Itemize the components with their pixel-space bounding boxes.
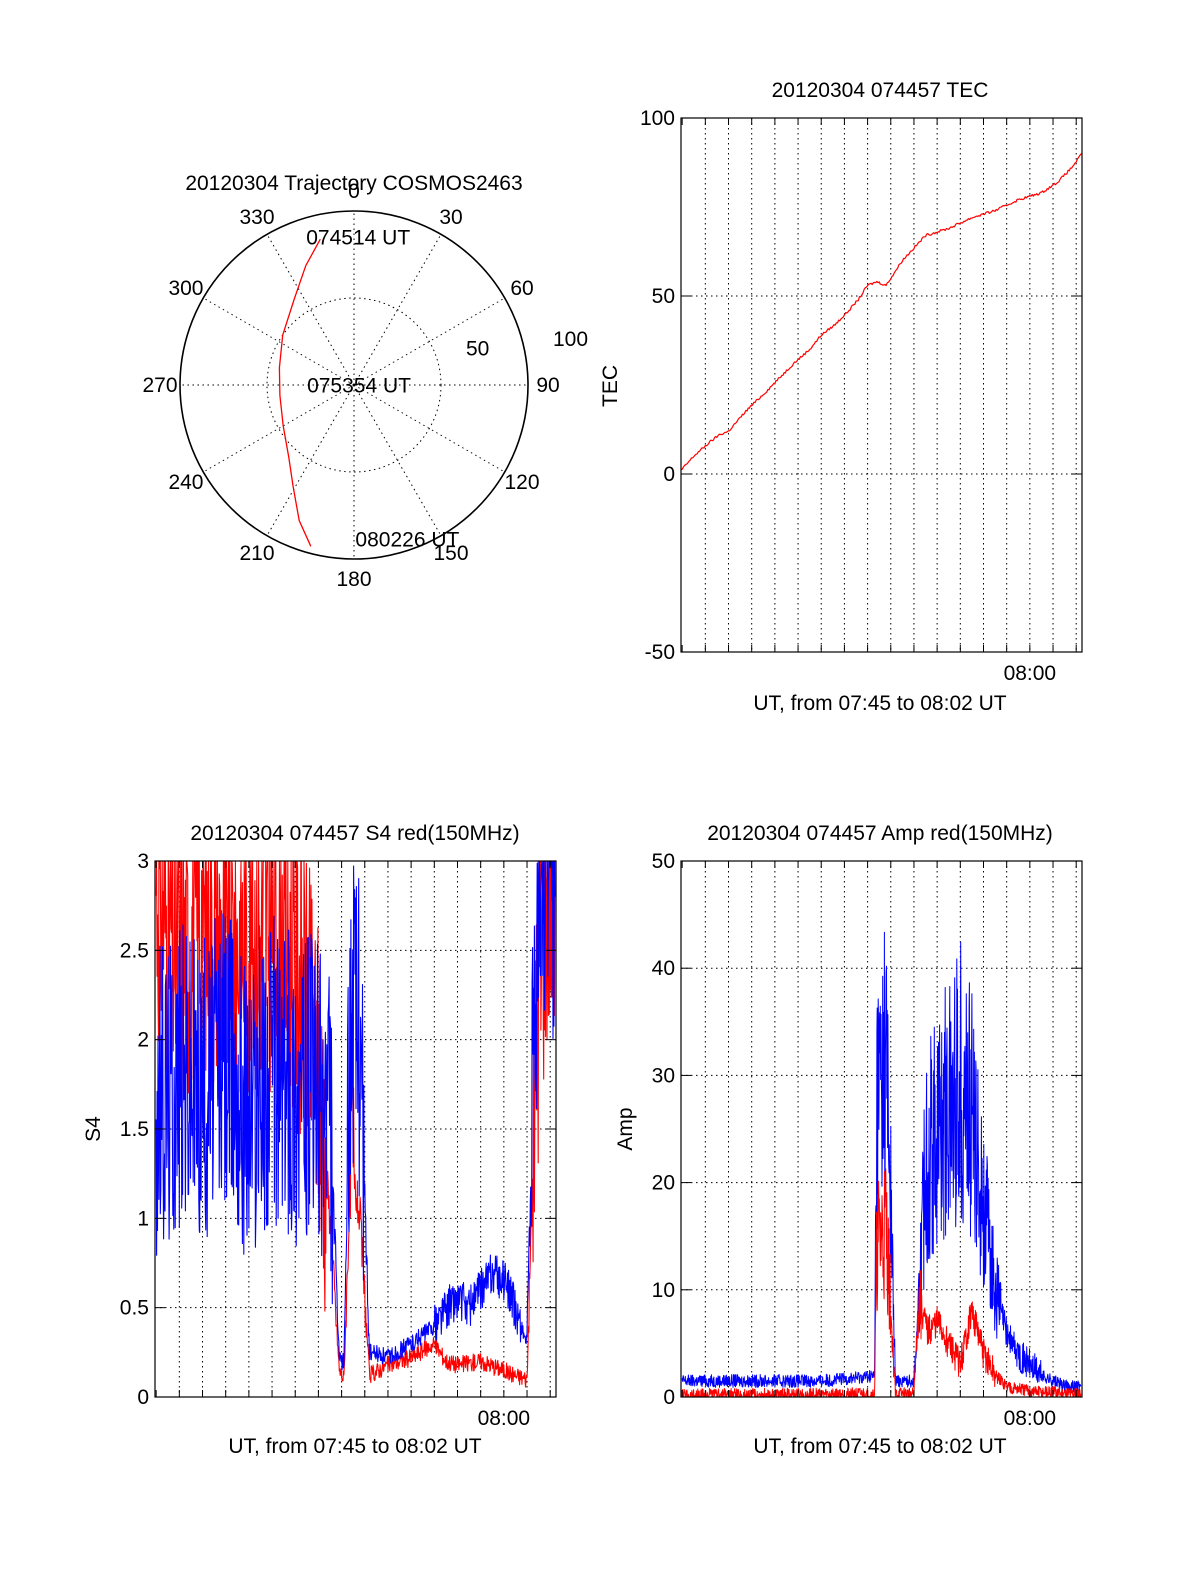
polar-radial-label: 100 bbox=[553, 328, 588, 351]
polar-spoke bbox=[266, 384, 355, 536]
polar-spoke bbox=[353, 234, 442, 386]
polar-outer-circle bbox=[179, 210, 529, 560]
y-tick-label: 30 bbox=[652, 1064, 675, 1087]
s4-ylabel: S4 bbox=[82, 1116, 105, 1142]
y-tick-label: 2.5 bbox=[120, 939, 149, 962]
polar-grid bbox=[179, 210, 529, 560]
polar-azimuth-label: 300 bbox=[168, 277, 203, 300]
polar-spoke bbox=[203, 384, 355, 473]
polar-azimuth-label: 240 bbox=[168, 471, 203, 494]
polar-azimuth-label: 30 bbox=[439, 206, 462, 229]
polar-azimuth-label: 330 bbox=[239, 206, 274, 229]
x-tick-label: 08:00 bbox=[1004, 662, 1057, 685]
tec-plot-area: -50 0 50 100 08:00 bbox=[640, 107, 1083, 685]
s4-xlabel: UT, from 07:45 to 08:02 UT bbox=[228, 1435, 481, 1458]
polar-spoke bbox=[266, 234, 355, 386]
polar-azimuth-label: 180 bbox=[336, 568, 371, 591]
amp-title: 20120304 074457 Amp red(150MHz) bbox=[707, 822, 1053, 845]
polar-azimuth-labels: 0 30 60 90 120 150 180 210 240 270 300 330 bbox=[142, 180, 559, 591]
amp-xlabel: UT, from 07:45 to 08:02 UT bbox=[753, 1435, 1006, 1458]
x-tick-label: 08:00 bbox=[1004, 1407, 1057, 1430]
y-tick-label: 3 bbox=[137, 850, 149, 873]
trajectory-time-label: 075354 UT bbox=[307, 375, 411, 398]
trajectory-polar-plot: 20120304 Trajectory COSMOS2463 0 30 60 90 12… bbox=[142, 172, 588, 591]
trajectory-time-label: 074514 UT bbox=[306, 226, 410, 249]
y-tick-label: 10 bbox=[652, 1279, 675, 1302]
y-tick-label: 0.5 bbox=[120, 1297, 149, 1320]
series-blue bbox=[681, 931, 1082, 1394]
amp-chart: 20120304 074457 Amp red(150MHz) 0 10 20 30 4… bbox=[614, 822, 1083, 1458]
tec-title: 20120304 074457 TEC bbox=[772, 79, 989, 102]
plot-frame bbox=[680, 117, 1083, 653]
tec-xlabel: UT, from 07:45 to 08:02 UT bbox=[753, 692, 1006, 715]
polar-radial-labels: 50 100 bbox=[466, 328, 588, 361]
y-tick-label: 2 bbox=[137, 1029, 149, 1052]
polar-title: 20120304 Trajectory COSMOS2463 bbox=[185, 172, 522, 195]
tec-ylabel: TEC bbox=[599, 365, 622, 407]
plot-frame bbox=[680, 860, 1083, 1398]
x-tick-label: 08:00 bbox=[478, 1407, 531, 1430]
polar-spoke bbox=[203, 297, 355, 386]
polar-trajectory bbox=[278, 238, 321, 547]
polar-azimuth-label: 60 bbox=[510, 277, 533, 300]
s4-title: 20120304 074457 S4 red(150MHz) bbox=[190, 822, 519, 845]
polar-spoke bbox=[353, 384, 505, 473]
y-tick-label: 0 bbox=[663, 463, 675, 486]
s4-chart: 20120304 074457 S4 red(150MHz) 0 0.5 1 1.5 2… bbox=[82, 822, 557, 1458]
polar-azimuth-label: 90 bbox=[536, 374, 559, 397]
amp-ylabel: Amp bbox=[614, 1107, 637, 1150]
series-TEC bbox=[680, 153, 1083, 471]
series-red bbox=[681, 1168, 1082, 1398]
y-tick-label: 40 bbox=[652, 957, 675, 980]
polar-azimuth-label: 150 bbox=[433, 542, 468, 565]
polar-azimuth-label: 0 bbox=[348, 180, 360, 203]
y-tick-label: 100 bbox=[640, 107, 675, 130]
s4-plot-area: 0 0.5 1 1.5 2 2.5 3 08:00 bbox=[120, 850, 557, 1430]
y-tick-label: 0 bbox=[137, 1386, 149, 1409]
polar-time-labels: 074514 UT 075354 UT 080226 UT bbox=[306, 226, 459, 551]
tec-chart: 20120304 074457 TEC -50 0 50 100 08:00 UT, f… bbox=[599, 79, 1083, 715]
polar-spoke bbox=[353, 297, 505, 386]
y-tick-label: 0 bbox=[663, 1386, 675, 1409]
polar-azimuth-label: 120 bbox=[504, 471, 539, 494]
y-tick-label: 50 bbox=[652, 850, 675, 873]
y-tick-label: 20 bbox=[652, 1172, 675, 1195]
polar-inner-circle bbox=[266, 297, 442, 473]
polar-azimuth-label: 210 bbox=[239, 542, 274, 565]
polar-radial-label: 50 bbox=[466, 338, 489, 361]
trajectory-time-label: 080226 UT bbox=[355, 529, 459, 552]
amp-plot-area: 0 10 20 30 40 50 08:00 bbox=[652, 850, 1083, 1430]
series-blue bbox=[155, 860, 556, 1371]
y-tick-label: 50 bbox=[652, 285, 675, 308]
y-tick-label: 1.5 bbox=[120, 1118, 149, 1141]
polar-azimuth-label: 270 bbox=[142, 374, 177, 397]
y-tick-label: -50 bbox=[645, 641, 675, 664]
polar-spoke bbox=[353, 384, 442, 536]
trajectory-line bbox=[278, 238, 321, 547]
y-tick-label: 1 bbox=[137, 1207, 149, 1230]
